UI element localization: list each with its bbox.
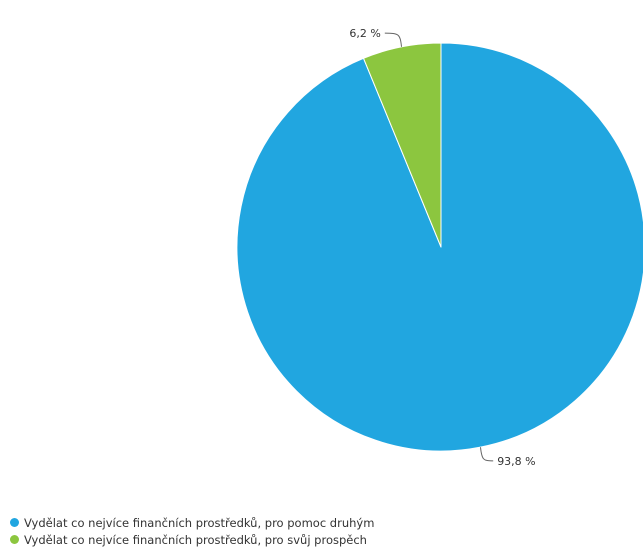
legend-swatch-help-others [10,518,19,527]
slice-connector-1 [384,32,403,47]
slice-label-help-others: 93,8 % [497,455,535,468]
slice-connector-0 [479,447,494,462]
legend-label-help-others: Vydělat co nejvíce finančních prostředků… [24,515,375,530]
legend-item-own-benefit[interactable]: Vydělat co nejvíce finančních prostředků… [10,531,374,548]
slice-own-benefit[interactable] [363,42,442,248]
legend-label-own-benefit: Vydělat co nejvíce finančních prostředků… [24,532,367,547]
slice-label-own-benefit: 6,2 % [349,27,380,40]
legend-item-help-others[interactable]: Vydělat co nejvíce finančních prostředků… [10,514,374,531]
legend-swatch-own-benefit [10,535,19,544]
pie-chart: 93,8 % 6,2 % [236,27,643,468]
slice-help-others[interactable] [236,42,643,452]
legend: Vydělat co nejvíce finančních prostředků… [10,514,374,548]
